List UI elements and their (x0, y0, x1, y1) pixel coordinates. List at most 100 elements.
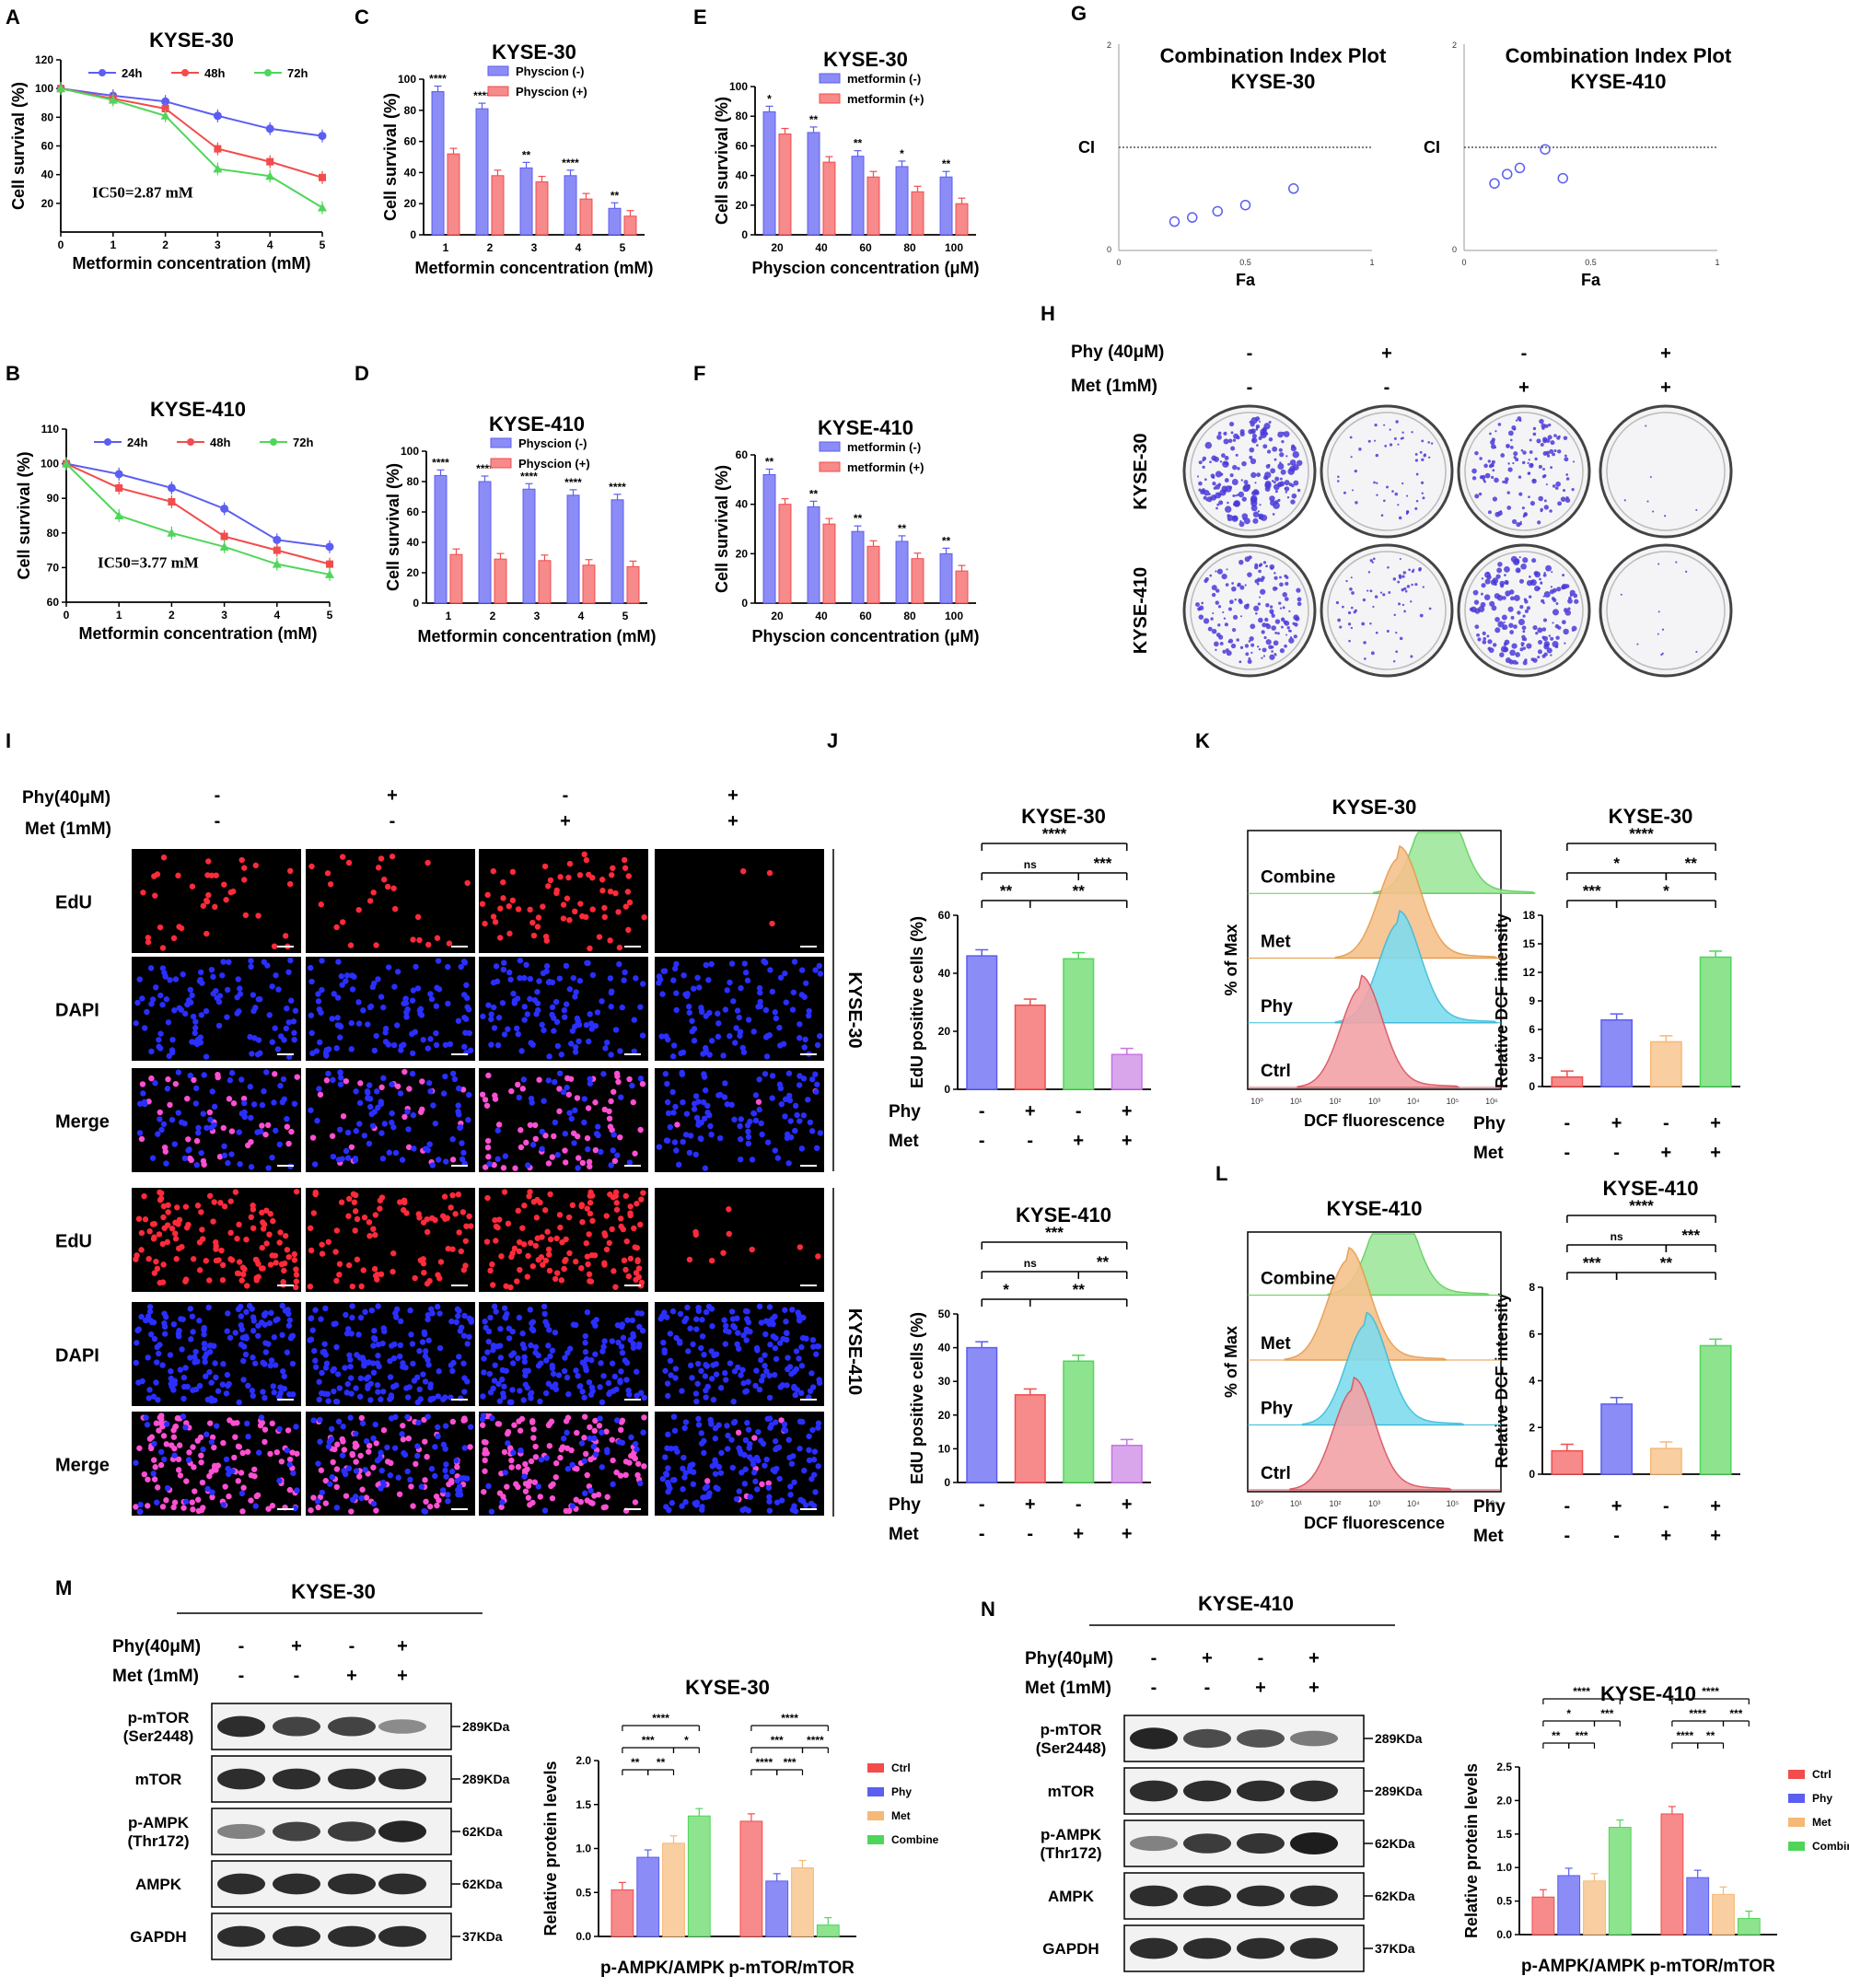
cell-nucleus (206, 1277, 213, 1284)
bar-F-ytick-label: 20 (736, 547, 749, 560)
bar-metformin (+) (822, 161, 836, 236)
colony-spot (1482, 631, 1486, 636)
colony-spot (1262, 475, 1268, 481)
chart-title: KYSE-30 (685, 1676, 770, 1699)
colony-spot (1529, 438, 1532, 442)
category-label: p-AMPK/AMPK (1521, 1957, 1645, 1976)
colony-spot (1487, 639, 1493, 645)
bar-Ctrl (1551, 1449, 1584, 1475)
colony-spot (1423, 454, 1426, 458)
cell-nucleus (262, 1394, 268, 1401)
cell-nucleus (584, 1134, 591, 1142)
line-A-ytick-label: 60 (41, 140, 54, 153)
cell-nucleus (182, 1498, 190, 1506)
group-sign: + (1073, 1524, 1084, 1544)
cell-nucleus (461, 1375, 468, 1381)
cell-nucleus (619, 1349, 626, 1356)
cell-nucleus (365, 1021, 371, 1028)
cell-nucleus (663, 1471, 669, 1477)
cell-nucleus (288, 1128, 295, 1135)
colony-spot (1262, 444, 1268, 449)
cell-nucleus (800, 1075, 808, 1082)
cell-nucleus (515, 1207, 521, 1215)
colony-spot (1367, 439, 1371, 443)
cell-nucleus (712, 1461, 719, 1468)
cell-nucleus (319, 1250, 326, 1257)
cell-nucleus (267, 1211, 273, 1217)
colony-spot (1372, 557, 1376, 561)
significance-mark: ** (522, 148, 531, 161)
colony-spot (1541, 627, 1547, 632)
significance-mark: ** (809, 487, 819, 500)
colony-spot (1538, 464, 1542, 469)
cell-nucleus (216, 993, 224, 999)
cell-nucleus (353, 1385, 359, 1391)
cell-nucleus (542, 1319, 549, 1325)
cell-nucleus (190, 1329, 196, 1335)
group-sign: - (1564, 1113, 1571, 1134)
cell-nucleus (810, 1343, 817, 1350)
cell-nucleus (787, 1118, 794, 1124)
colony-spot (1288, 610, 1291, 612)
cell-nucleus (784, 1336, 790, 1343)
cell-nucleus (250, 1225, 257, 1232)
colony-spot (1552, 622, 1554, 624)
cell-nucleus (710, 1396, 717, 1403)
cell-nucleus (491, 1025, 498, 1031)
cell-nucleus (143, 1317, 149, 1324)
cell-nucleus (380, 1389, 387, 1395)
cell-nucleus (428, 1465, 436, 1472)
x-tick-label: 60 (859, 610, 872, 622)
cell-nucleus (634, 1258, 641, 1265)
cell-nucleus (172, 1423, 180, 1430)
cell-nucleus (572, 1044, 579, 1051)
cell-nucleus (770, 1333, 776, 1340)
cell-nucleus (392, 1149, 400, 1157)
significance-mark: ns (1024, 1257, 1037, 1270)
cell-nucleus (422, 1438, 428, 1445)
colony-spot (1513, 451, 1518, 457)
cell-nucleus (324, 1390, 331, 1398)
cell-nucleus (424, 1146, 431, 1154)
cell-nucleus (167, 1101, 173, 1109)
cell-nucleus (159, 1240, 166, 1248)
cell-nucleus (226, 1493, 232, 1500)
colony-spot (1479, 457, 1483, 460)
cell-nucleus (720, 1250, 727, 1256)
cell-nucleus (239, 1449, 246, 1457)
colony-spot (1389, 443, 1393, 447)
cell-nucleus (535, 1006, 541, 1014)
colony-spot (1550, 440, 1555, 446)
dish-inner-rim (1327, 412, 1447, 531)
cell-nucleus (508, 1399, 515, 1406)
cell-nucleus (798, 1145, 806, 1152)
protein-band (273, 1768, 320, 1790)
colony-spot (1397, 443, 1400, 446)
panel-letter-l: L (1215, 1162, 1227, 1185)
bar4-L-ytick-label: 8 (1529, 1281, 1535, 1294)
cell-nucleus (228, 1151, 235, 1157)
cell-nucleus (308, 1029, 315, 1037)
cell-nucleus (490, 1004, 497, 1011)
cell-nucleus (743, 1329, 750, 1335)
cell-nucleus (412, 1029, 419, 1035)
colony-spot (1522, 660, 1528, 666)
colony-spot (1414, 459, 1419, 462)
cell-nucleus (541, 1310, 548, 1318)
colony-spot (1532, 624, 1538, 631)
cell-nucleus (185, 1147, 192, 1154)
cell-nucleus (531, 1479, 539, 1485)
cell-nucleus (237, 991, 244, 997)
cell-nucleus (462, 1238, 470, 1244)
colony-spot (1505, 590, 1511, 597)
cell-nucleus (420, 1371, 426, 1378)
colony-spot (1471, 476, 1477, 481)
cell-nucleus (457, 1124, 463, 1132)
cell-nucleus (218, 1247, 225, 1254)
legend-swatch (1788, 1770, 1805, 1779)
cell-nucleus (587, 1080, 594, 1087)
bar4-J1-ytick-label: 40 (938, 967, 951, 980)
bar-Combine (1608, 1827, 1632, 1936)
cell-nucleus (370, 1226, 377, 1232)
cell-nucleus (227, 1077, 234, 1084)
